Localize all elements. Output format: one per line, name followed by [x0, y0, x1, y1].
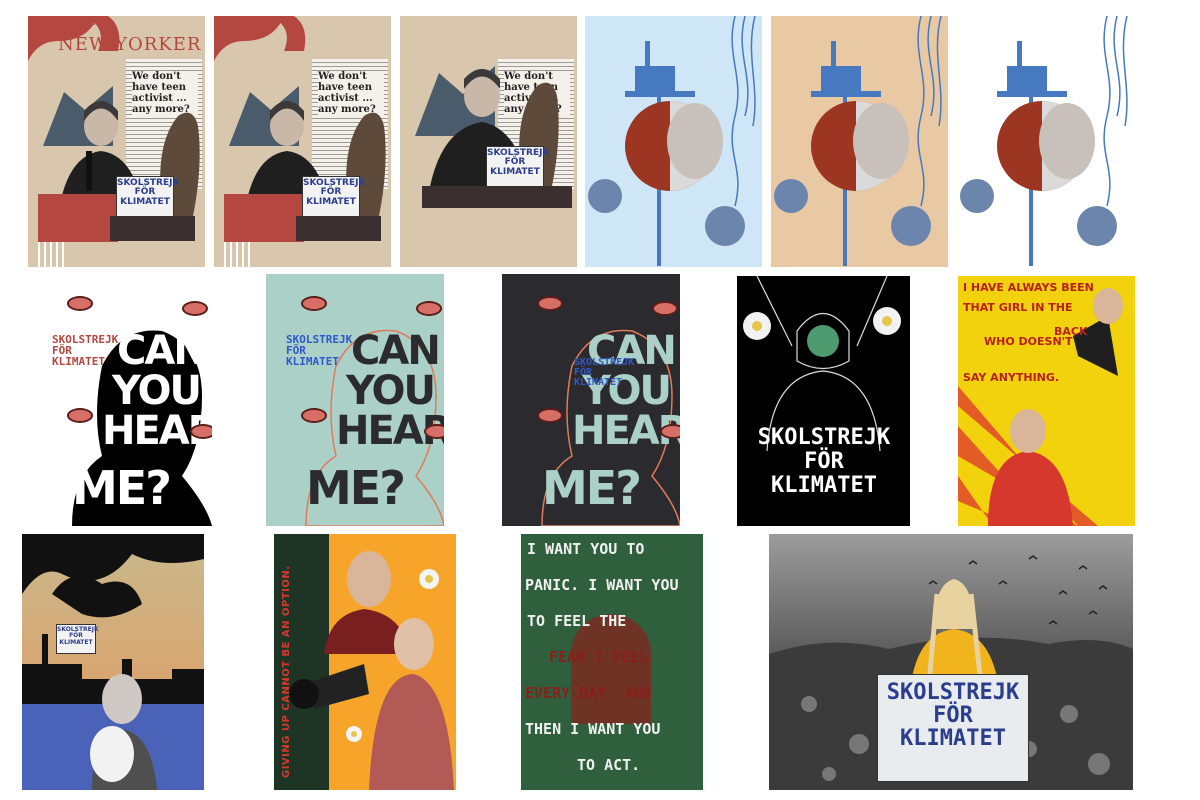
mouth-icon	[67, 296, 93, 311]
hear-me-line-1: CAN	[117, 328, 207, 374]
activists-collage	[289, 551, 454, 790]
quote-line-4: WHO DOESN'T	[984, 335, 1073, 348]
mouth-icon	[660, 424, 680, 439]
quote-line-1: I HAVE ALWAYS BEEN	[963, 281, 1094, 294]
hear-me-line-4: ME?	[72, 461, 172, 515]
figure-line-art	[743, 276, 901, 452]
hear-me-line-4: ME?	[542, 461, 642, 515]
panic-line-1: I WANT YOU TO	[527, 540, 645, 558]
panic-line-2: PANIC. I WANT YOU	[525, 576, 679, 594]
clipping-headline: We don't have teen activist ... any more…	[318, 71, 384, 115]
protest-sign: SKOLSTREJK FÖR KLIMATET	[56, 624, 99, 654]
protest-sign: SKOLSTREJK FÖR KLIMATET	[302, 176, 365, 220]
protest-sign: SKOLSTREJK FÖR KLIMATET	[486, 146, 549, 190]
poster-oil-rig-tan[interactable]	[771, 16, 948, 267]
poster-yellow-quote[interactable]: I HAVE ALWAYS BEEN THAT GIRL IN THE BACK…	[958, 276, 1135, 526]
panic-line-7: TO ACT.	[577, 756, 641, 774]
hear-me-line-4: ME?	[306, 461, 406, 515]
head-outline	[305, 329, 444, 526]
mouth-icon	[652, 301, 678, 316]
mouth-icon	[182, 301, 208, 316]
poster-hear-me-charcoal[interactable]: CAN YOU HEAR ME? SKOLSTREJK FÖR KLIMATET	[502, 274, 680, 526]
poster-skolstrejk-black[interactable]: SKOLSTREJK FÖR KLIMATET	[737, 276, 910, 526]
crowd	[110, 216, 195, 241]
mouth-icon	[416, 301, 442, 316]
protest-sign: SKOLSTREJK FÖR KLIMATET	[877, 674, 1029, 782]
head-outline	[541, 329, 680, 526]
red-swirl-shape	[28, 16, 120, 61]
poster-panic-quote[interactable]: I WANT YOU TO PANIC. I WANT YOU TO FEEL …	[521, 534, 703, 790]
factory-scene	[22, 534, 204, 790]
hear-me-line-1: CAN	[351, 328, 441, 374]
crowd	[296, 216, 381, 241]
poster-oil-rig-white[interactable]	[957, 16, 1134, 267]
mouth-icon	[190, 424, 212, 439]
poster-new-yorker-2[interactable]: We don't have teen activist ... any more…	[214, 16, 391, 267]
protest-sign-text: SKOLSTREJK FÖR KLIMATET	[574, 357, 635, 388]
poster-giving-up[interactable]: GIVING UP CANNOT BE AN OPTION.	[274, 534, 456, 790]
oil-rig-composition	[774, 16, 942, 266]
sunburst	[958, 288, 1123, 526]
mouth-icon	[301, 408, 327, 423]
drip-lines	[38, 242, 68, 267]
mouth-icon	[537, 408, 563, 423]
panic-line-5: EVERY DAY. AND	[525, 684, 652, 702]
blurred-face	[571, 614, 651, 724]
protest-sign-text: SKOLSTREJK FÖR KLIMATET	[757, 425, 891, 499]
oil-rig-composition	[588, 16, 756, 266]
quote-line-5: SAY ANYTHING.	[963, 371, 1060, 384]
dark-green-panel	[274, 534, 329, 790]
mouth-icon	[301, 296, 327, 311]
poster-hear-me-mint[interactable]: CAN YOU HEAR ME? SKOLSTREJK FÖR KLIMATET	[266, 274, 444, 526]
crowd	[422, 186, 572, 208]
poster-hear-me-white[interactable]: CAN YOU HEAR ME? SKOLSTREJK FÖR KLIMATET	[32, 276, 212, 526]
clipping-headline: We don't have teen activist ... any more…	[132, 71, 198, 115]
mouth-icon	[424, 424, 444, 439]
mouth-icon	[67, 408, 93, 423]
red-swirl-shape	[214, 16, 306, 61]
quote-line-2: THAT GIRL IN THE	[963, 301, 1073, 314]
protest-sign: SKOLSTREJK FÖR KLIMATET	[116, 176, 179, 220]
masthead-small: THE	[86, 18, 107, 28]
panic-line-3: TO FEEL THE	[527, 612, 627, 630]
red-block	[224, 194, 304, 242]
panic-line-4: FEAR I FEEL	[549, 648, 649, 666]
poster-landfill[interactable]: SKOLSTREJK FÖR KLIMATET	[769, 534, 1133, 790]
masthead: NEW YORKER	[58, 34, 202, 55]
panic-line-6: THEN I WANT YOU	[525, 720, 661, 738]
poster-factory-sunset[interactable]: SKOLSTREJK FÖR KLIMATET	[22, 534, 204, 790]
poster-new-yorker-1[interactable]: THE NEW YORKER We don't have teen activi…	[28, 16, 205, 267]
quote-line-3: BACK	[1054, 325, 1088, 338]
poster-oil-rig-blue[interactable]	[585, 16, 762, 267]
protest-sign-text: SKOLSTREJK FÖR KLIMATET	[286, 333, 353, 368]
poster-new-yorker-3[interactable]: We don't have teen activist ... any more…	[400, 16, 577, 267]
red-block	[38, 194, 118, 242]
drip-lines	[224, 242, 254, 267]
protest-sign-text: SKOLSTREJK FÖR KLIMATET	[52, 333, 119, 368]
hear-me-line-2: YOU	[112, 368, 202, 414]
hear-me-line-2: YOU	[582, 368, 672, 414]
mouth-icon	[537, 296, 563, 311]
hear-me-line-2: YOU	[346, 368, 436, 414]
hear-me-line-1: CAN	[587, 328, 677, 374]
oil-rig-composition	[960, 16, 1128, 266]
head-silhouette	[72, 330, 212, 526]
